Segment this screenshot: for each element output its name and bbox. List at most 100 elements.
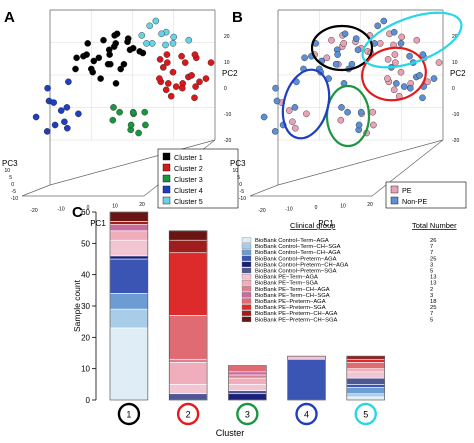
c-legend-swatch	[241, 261, 252, 268]
panel-a-point-cluster-1	[117, 65, 124, 73]
cluster-ellipse-1	[310, 24, 374, 72]
panel-a-legend-box	[157, 148, 239, 209]
panel-a-point-cluster-3	[135, 129, 142, 137]
c-bar-segment	[346, 371, 385, 379]
panel-b-pc1-tick-label: 0	[315, 205, 318, 211]
panel-b-point-non-pe	[338, 104, 345, 111]
c-legend-swatch	[241, 249, 252, 255]
c-bar-segment	[109, 327, 149, 401]
panel-a-point-cluster-2	[188, 72, 195, 79]
panel-b-pc2-tick-label: -10	[452, 112, 459, 118]
panel-b-point-pe	[384, 56, 392, 63]
panel-a-point-cluster-3	[110, 104, 117, 111]
panel-b-pc2-axis-label: PC2	[450, 69, 466, 78]
panel-a: -20 -10 0 10 20-20-1001020-10-50510PC1PC2PC3…	[2, 9, 239, 228]
panel-a-point-cluster-4	[61, 118, 68, 126]
c-bar-segment	[287, 355, 326, 360]
c-y-tick-label: 20	[81, 333, 90, 342]
c-legend-swatch	[241, 255, 252, 261]
panel-a-letter: A	[4, 9, 15, 26]
panel-a-point-cluster-1	[83, 51, 90, 58]
panel-b-point-pe	[391, 51, 399, 58]
c-legend-swatch	[241, 267, 252, 274]
c-legend-total: 3	[430, 262, 433, 268]
panel-a-point-cluster-3	[129, 108, 137, 116]
panel-b-point-pe	[369, 108, 377, 116]
c-bar-segment	[228, 384, 267, 391]
c-legend-total: 7	[430, 244, 433, 250]
panel-a-legend-label: Cluster 4	[174, 186, 203, 195]
panel-b-pc3-axis-label: PC3	[230, 159, 246, 168]
panel-a-point-cluster-5	[138, 32, 146, 39]
c-legend-swatch	[241, 292, 252, 298]
panel-a-points-layer	[32, 17, 215, 137]
panel-b-pc2-tick-label: 0	[452, 86, 455, 92]
panel-a-legend-swatch	[162, 174, 171, 183]
panel-b-legend-label: Non-PE	[402, 197, 427, 206]
c-legend-total: 26	[430, 238, 436, 244]
panel-a-pc2-axis-label: PC2	[222, 69, 238, 78]
c-bar-segment	[109, 293, 149, 310]
panel-a-pc1-axis-label: PC1	[90, 219, 106, 228]
panel-a-point-cluster-3	[109, 116, 117, 124]
panel-a-point-cluster-1	[106, 51, 113, 58]
c-legend-total: 3	[430, 293, 433, 299]
panel-b-point-non-pe	[341, 30, 349, 38]
c-bar-segment	[109, 258, 149, 294]
c-bar-segment	[168, 362, 208, 385]
c-bar-segment	[228, 377, 267, 385]
panel-a-point-cluster-2	[169, 68, 177, 76]
c-category-label: 3	[245, 410, 250, 420]
panel-b-pc1-tick-label: -10	[285, 207, 292, 213]
panel-a-pc2-tick-label: 10	[224, 60, 230, 66]
panel-b-point-non-pe	[334, 51, 341, 58]
panel-b-point-pe	[398, 33, 406, 41]
panel-a-pc3-tick-label: 10	[4, 168, 10, 174]
panel-a-point-cluster-2	[156, 56, 164, 63]
c-bar-segment	[109, 308, 149, 329]
panel-b-box-edge	[371, 139, 444, 197]
c-bar-segment	[168, 230, 208, 241]
panel-b-pc2-tick-label: 20	[452, 34, 458, 40]
panel-a-point-cluster-1	[139, 49, 147, 57]
panel-a-point-cluster-1	[100, 36, 107, 44]
panel-a-legend-swatch	[162, 152, 171, 161]
panel-a-point-cluster-2	[192, 83, 199, 90]
c-bar-segment	[109, 230, 149, 241]
c-category-label: 5	[363, 410, 368, 420]
c-legend-label: BioBank Control−Term−CH−AGA	[255, 250, 341, 256]
panel-a-legend-label: Cluster 5	[174, 197, 203, 206]
panel-a-pc2-tick-label: 0	[224, 86, 227, 92]
panel-b-point-non-pe	[406, 84, 414, 92]
panel-a-point-cluster-1	[104, 60, 112, 68]
panel-a-point-cluster-5	[162, 41, 169, 49]
panel-b-legend-label: PE	[402, 186, 412, 195]
c-legend-swatch	[241, 316, 252, 322]
c-legend-total: 18	[430, 299, 436, 305]
panel-b-point-non-pe	[430, 75, 438, 82]
panel-a-point-cluster-3	[116, 108, 123, 116]
c-bar-segment	[346, 377, 385, 385]
panel-b-point-non-pe	[355, 121, 363, 129]
panel-b-point-non-pe	[392, 80, 400, 87]
panel-b-pc3-tick-label: -10	[239, 196, 246, 202]
panel-a-point-cluster-3	[142, 121, 149, 129]
c-y-tick-label: 30	[81, 302, 90, 311]
panel-a-box-edge	[49, 139, 216, 186]
panel-a-point-cluster-4	[65, 78, 72, 86]
panel-a-point-cluster-5	[152, 17, 160, 25]
c-legend-total: 7	[430, 250, 433, 256]
panel-b-point-non-pe	[416, 72, 423, 79]
c-legend-swatch	[241, 273, 252, 280]
panel-b-point-non-pe	[260, 113, 268, 121]
panel-a-point-cluster-5	[143, 40, 150, 47]
panel-a-point-cluster-5	[148, 40, 156, 47]
c-bar-outline	[109, 211, 149, 401]
panel-b-legend-box	[385, 181, 467, 209]
panel-a-box-edge	[21, 184, 51, 197]
panel-a-point-cluster-5	[169, 40, 177, 47]
panel-b-point-pe	[435, 59, 443, 66]
c-legend-swatch	[241, 310, 252, 316]
panel-a-pc2-tick-label: -10	[224, 112, 231, 118]
